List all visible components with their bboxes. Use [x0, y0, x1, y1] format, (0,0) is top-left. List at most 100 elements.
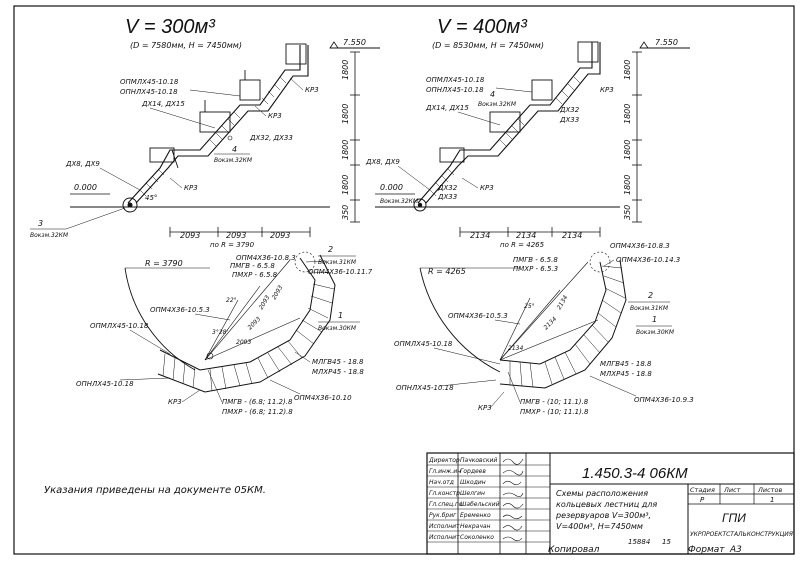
right-elevation: V = 400м³ (D = 8530мм, Н = 7450мм) 7.550…: [365, 16, 690, 249]
right-plan-oip18b: ОПНЛХ45-10.18: [396, 384, 454, 392]
right-plan-opm93: ОПМ4Х36-10.9.3: [634, 396, 694, 404]
left-lbl-dh14: ДХ14, ДХ15: [141, 100, 185, 108]
right-h3: 1800: [623, 140, 632, 160]
right-plan-call2-txt: Вокзм.31КМ: [630, 305, 669, 312]
role-3: Гл.констр: [429, 490, 460, 497]
right-plan-pmgv2: ПМГВ - (10; 11.1).8: [520, 398, 589, 406]
left-lbl-kr3-mid: КР3: [268, 112, 282, 120]
right-zero: 0.000: [380, 183, 403, 192]
right-plan-call1-txt: Вокзм.30КМ: [636, 329, 675, 336]
copied-by-label: Копировал: [548, 545, 600, 555]
left-call4-txt: Вокзм.32КМ: [214, 157, 253, 164]
name-6: Некрачан: [460, 523, 491, 530]
right-plan-dim-b: 2134: [556, 294, 570, 311]
name-7: Соколенко: [460, 534, 494, 541]
col-value-sheets: 1: [770, 496, 774, 504]
left-plan-opm1010: ОПМ4Х36-10.10: [294, 394, 352, 402]
right-lbl-dh8: ДХ8, ДХ9: [365, 158, 400, 166]
right-span1: 2134: [470, 231, 490, 240]
role-1: Гл.инж.ин: [429, 468, 461, 475]
left-plan: R = 3790 ПМГВ - 6.5.8 ПМХР - 6.5.8 ОПМ4: [76, 245, 373, 416]
right-radius-note: по R = 4265: [500, 241, 545, 249]
left-plan-dim-b: 2093: [258, 294, 272, 311]
right-plan-call2-num: 2: [648, 291, 653, 300]
right-lbl-dh33c: ДХ33: [437, 193, 457, 201]
left-h4: 1800: [341, 175, 350, 195]
left-plan-dim-a: 2093: [246, 316, 262, 332]
name-1: Гордеев: [460, 468, 486, 475]
role-5: Рук.бриг: [429, 512, 457, 519]
left-h5: 350: [341, 205, 350, 220]
format-value: А3: [729, 545, 742, 555]
left-lbl-kr3-top: КР3: [305, 86, 319, 94]
right-plan-opm83: ОПМ4Х36-10.8.3: [610, 242, 670, 250]
right-lbl-kr3-low: КР3: [480, 184, 494, 192]
right-lbl-dh32c: ДХ32: [437, 184, 458, 192]
left-plan-radius: R = 3790: [145, 259, 183, 268]
left-lbl-opm18b: ОПНЛХ45-10.18: [120, 88, 178, 96]
left-span2: 2093: [226, 231, 246, 240]
right-level: 7.550: [655, 38, 678, 47]
left-plan-kr3: КР3: [168, 398, 182, 406]
left-call4-num: 4: [232, 145, 237, 154]
right-h2: 1800: [623, 104, 632, 124]
format-label: Формат: [688, 545, 725, 555]
left-plan-call1-txt: Вокзм.30КМ: [318, 325, 357, 332]
copy-number: 15884: [628, 538, 650, 546]
name-2: Шкодин: [460, 479, 486, 486]
general-note: Указания приведены на документе 05КМ.: [44, 485, 266, 496]
left-call3-txt: Вокзм.32КМ: [30, 232, 69, 239]
left-plan-pmgv: ПМГВ - 6.5.8: [230, 262, 275, 270]
description-line-3: V=400м³, Н=7450мм: [556, 522, 643, 531]
right-plan-opm143: ОПМ4Х36-10.14.3: [616, 256, 680, 264]
right-span3: 2134: [562, 231, 582, 240]
right-plan-dim-a: 2134: [542, 316, 558, 332]
left-span3: 2093: [270, 231, 290, 240]
right-lbl-dh32b: ДХ33: [559, 116, 579, 124]
left-plan-dim-c: 2093: [271, 284, 285, 301]
right-lbl-kr3-top: КР3: [600, 86, 614, 94]
right-lbl-opm18a: ОПМЛХ45-10.18: [426, 76, 485, 84]
left-title: V = 300м³: [125, 16, 216, 38]
left-plan-pmgv2: ПМГВ - (6.8; 11.2).8: [222, 398, 293, 406]
name-0: Пачковский: [460, 457, 497, 464]
left-h2: 1800: [341, 104, 350, 124]
right-lbl-opm18b: ОПНЛХ45-10.18: [426, 86, 484, 94]
left-plan-oip18b: ОПНЛХ45-10.18: [76, 380, 134, 388]
left-angle: 45°: [145, 194, 157, 202]
left-elevation: V = 300м³ (D = 7580мм, Н = 7450мм) 7.550…: [30, 16, 380, 249]
right-plan-call1-num: 1: [652, 315, 657, 324]
left-span1: 2093: [180, 231, 200, 240]
right-h5: 350: [623, 205, 632, 220]
description-line-1: кольцевых лестниц для: [556, 500, 657, 509]
role-6: Исполнит: [429, 523, 460, 530]
left-plan-opm53: ОПМ4Х36-10.5.3: [150, 306, 210, 314]
org-short: ГПИ: [722, 511, 746, 525]
role-4: Гл.спец.по: [429, 501, 463, 508]
right-plan-opm53: ОПМ4Х36-10.5.3: [448, 312, 508, 320]
left-lbl-kr3-low: КР3: [184, 184, 198, 192]
right-lbl-dh14: ДХ14, ДХ15: [425, 104, 469, 112]
left-plan-call2-num: 2: [328, 245, 333, 254]
left-h1: 1800: [341, 60, 350, 80]
left-lbl-dh32: ДХ32, ДХ33: [249, 134, 293, 142]
left-plan-mlg: МЛГВ45 - 18.8: [312, 358, 364, 366]
right-lbl-dh32a: ДХ32: [559, 106, 580, 114]
org-full: УКРПРОЕКТСТАЛЬКОНСТРУКЦИЯ: [690, 531, 793, 538]
role-7: Исполнит: [429, 534, 460, 541]
left-radius-note: по R = 3790: [210, 241, 255, 249]
right-plan-radius: R = 4265: [428, 267, 466, 276]
left-call3-num: 3: [38, 219, 43, 228]
name-4: Шабельский: [460, 501, 500, 508]
left-subtitle: (D = 7580мм, Н = 7450мм): [130, 41, 242, 50]
role-2: Нач.отд: [429, 479, 454, 486]
drawing-code: 1.450.3-4 06КМ: [582, 465, 688, 482]
right-plan-pmhr2: ПМХР - (10; 11.1).8: [520, 408, 589, 416]
left-plan-mlh: МЛХР45 - 18.8: [312, 368, 364, 376]
left-plan-oipm18: ОПМЛХ45-10.18: [90, 322, 149, 330]
left-plan-pmhr2: ПМХР - (6.8; 11.2).8: [222, 408, 293, 416]
left-lbl-opm18a: ОПМЛХ45-10.18: [120, 78, 179, 86]
right-plan-oip18: ОПМЛХ45-10.18: [394, 340, 453, 348]
right-h4: 1800: [623, 175, 632, 195]
